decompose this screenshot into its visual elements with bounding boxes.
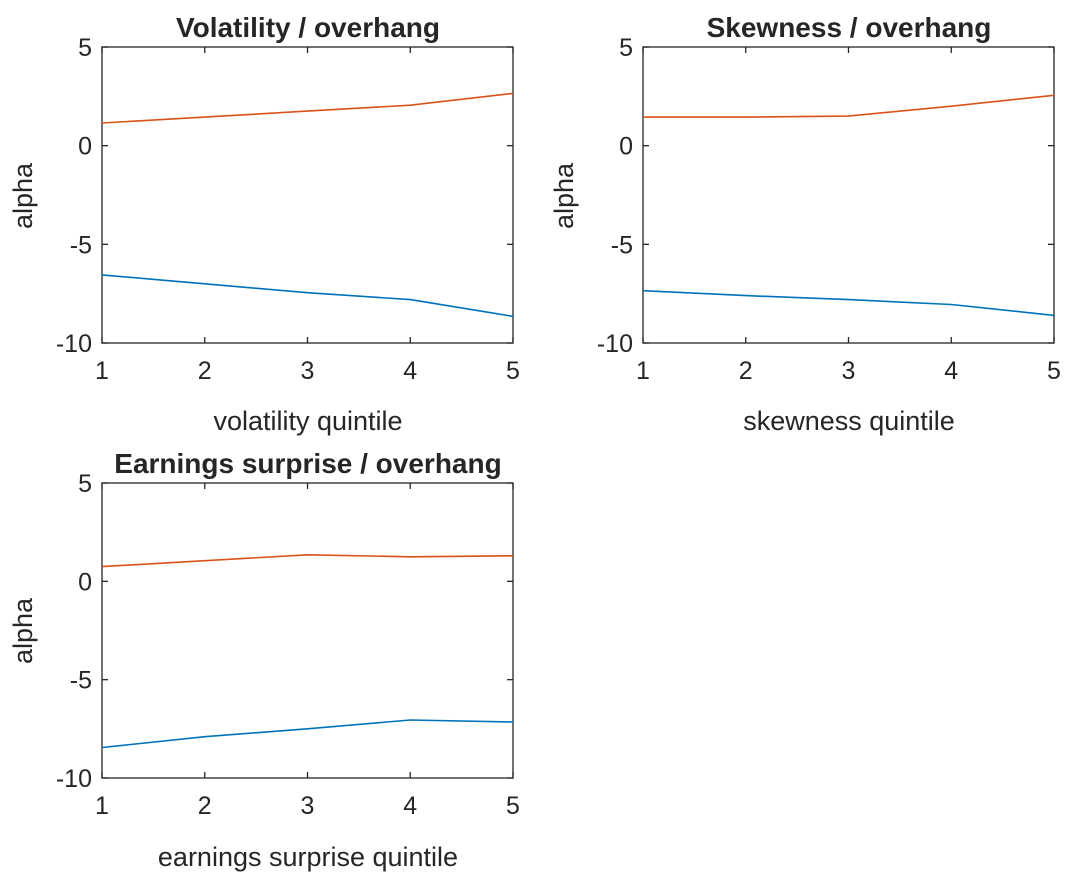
series-line	[642, 289, 1055, 317]
x-axis-label: skewness quintile	[743, 406, 955, 436]
subplot-volatility: Volatility / overhang 1 2 3 4 5 5 0 -5 -10 volat…	[8, 12, 520, 436]
y-tick-label: -5	[70, 231, 92, 259]
series-line	[643, 94, 1055, 118]
series-line	[101, 719, 514, 749]
x-tick-label: 5	[506, 357, 520, 385]
y-axis-label: alpha	[8, 162, 38, 229]
x-tick-label: 3	[301, 792, 315, 820]
tick-layer: 1 2 3 4 5 5 0 -5 -10	[56, 34, 520, 385]
x-tick-label: 4	[403, 792, 417, 820]
y-tick-label: -5	[70, 667, 92, 695]
x-tick-label: 1	[95, 792, 109, 820]
x-tick-label: 2	[739, 357, 753, 385]
y-tick-label: 0	[619, 133, 633, 161]
y-tick-label: -5	[611, 231, 633, 259]
y-tick-label: 0	[78, 133, 92, 161]
y-tick-label: 5	[78, 470, 92, 498]
series-line	[101, 92, 514, 124]
x-tick-label: 3	[842, 357, 856, 385]
chart-title: Earnings surprise / overhang	[114, 448, 501, 479]
tick-layer: 1 2 3 4 5 5 0 -5 -10	[56, 470, 520, 820]
x-tick-label: 1	[636, 357, 650, 385]
x-tick-label: 4	[944, 357, 958, 385]
x-tick-label: 5	[1047, 357, 1061, 385]
series-layer	[101, 553, 514, 749]
tick-layer: 1 2 3 4 5 5 0 -5 -10	[597, 34, 1061, 385]
y-tick-label: 0	[78, 568, 92, 596]
y-tick-label: -10	[597, 330, 633, 358]
series-layer	[101, 92, 514, 318]
subplot-earnings-surprise: Earnings surprise / overhang 1 2 3 4 5 5 0 -5 -1…	[8, 448, 520, 872]
x-tick-label: 1	[95, 357, 109, 385]
y-tick-label: -10	[56, 765, 92, 793]
x-axis-label: earnings surprise quintile	[158, 842, 458, 872]
axes-box	[101, 46, 514, 344]
series-layer	[642, 94, 1055, 317]
chart-title: Volatility / overhang	[176, 12, 440, 43]
x-tick-label: 5	[506, 792, 520, 820]
axes-box	[642, 46, 1055, 344]
subplot-skewness: Skewness / overhang 1 2 3 4 5 5 0 -5 -10 skewnes…	[549, 12, 1061, 436]
y-tick-label: -10	[56, 330, 92, 358]
y-tick-label: 5	[619, 34, 633, 62]
y-axis-label: alpha	[549, 162, 579, 229]
axes-box	[101, 482, 514, 779]
series-line	[101, 553, 514, 568]
x-tick-label: 3	[301, 357, 315, 385]
x-tick-label: 2	[198, 792, 212, 820]
x-tick-label: 2	[198, 357, 212, 385]
chart-title: Skewness / overhang	[707, 12, 992, 43]
series-line	[101, 274, 514, 318]
y-axis-label: alpha	[8, 597, 38, 664]
y-tick-label: 5	[78, 34, 92, 62]
x-tick-label: 4	[403, 357, 417, 385]
x-axis-label: volatility quintile	[213, 406, 402, 436]
